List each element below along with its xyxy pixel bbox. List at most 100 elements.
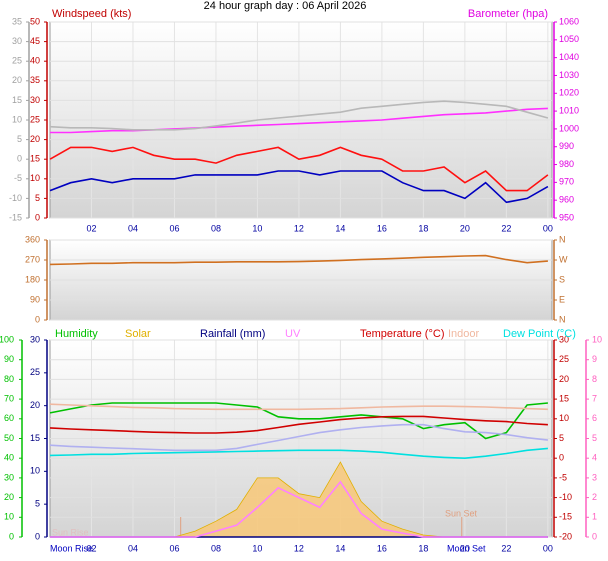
y-tick-label: 30	[30, 334, 40, 344]
y-tick-label: 25	[30, 114, 40, 124]
y-tick-label: N	[559, 234, 566, 244]
y-tick-label: 1	[592, 512, 597, 522]
y-tick-label: 70	[4, 393, 14, 403]
y-tick-label: -20	[559, 531, 572, 541]
y-tick-label: 0	[559, 453, 564, 463]
y-tick-label: 0	[17, 154, 22, 164]
y-tick-label: 180	[25, 274, 40, 284]
y-tick-label: 15	[30, 154, 40, 164]
y-tick-label: -10	[9, 193, 22, 203]
x-tick-label: 04	[128, 223, 138, 233]
y-tick-label: 60	[4, 413, 14, 423]
y-tick-label: 90	[30, 294, 40, 304]
y-tick-label: 10	[30, 466, 40, 476]
y-tick-label: 20	[30, 400, 40, 410]
y-tick-label: 0	[592, 531, 597, 541]
annotation: Moon Set	[447, 543, 486, 553]
x-tick-label: 02	[86, 223, 96, 233]
annotation: Sun Set	[445, 508, 478, 518]
legend-entry: UV	[285, 328, 301, 340]
y-tick-label: -5	[14, 173, 22, 183]
line	[50, 107, 548, 134]
y-tick-label: 45	[30, 36, 40, 46]
y-tick-label: N	[559, 314, 566, 324]
x-tick-label: 14	[335, 543, 345, 553]
line	[49, 423, 548, 452]
y-tick-label: 1010	[559, 105, 579, 115]
y-tick-label: 30	[4, 472, 14, 482]
y-tick-label: 2	[592, 492, 597, 502]
line	[49, 402, 548, 440]
y-tick-label: 1060	[559, 16, 579, 26]
y-tick-label: E	[559, 294, 565, 304]
x-tick-label: 14	[335, 223, 345, 233]
y-tick-label: 25	[559, 354, 569, 364]
x-tick-label: 10	[252, 223, 262, 233]
y-tick-label: 30	[12, 36, 22, 46]
x-tick-label: 00	[543, 223, 553, 233]
y-tick-label: 10	[4, 512, 14, 522]
y-tick-label: 15	[559, 393, 569, 403]
y-tick-label: 30	[559, 334, 569, 344]
y-axis-label: Windspeed (kts)	[52, 8, 131, 20]
y-tick-label: 0	[35, 531, 40, 541]
line	[50, 480, 548, 538]
y-tick-label: 25	[12, 56, 22, 66]
y-tick-label: 0	[35, 212, 40, 222]
y-tick-label: 20	[4, 492, 14, 502]
y-tick-label: 100	[0, 334, 14, 344]
y-tick-label: -15	[9, 212, 22, 222]
y-tick-label: 1040	[559, 52, 579, 62]
y-tick-label: 5	[35, 499, 40, 509]
legend-entry: Solar	[125, 328, 151, 340]
y-tick-label: 5	[559, 433, 564, 443]
x-tick-label: 22	[501, 543, 511, 553]
y-tick-label: 50	[30, 16, 40, 26]
y-tick-label: 30	[30, 95, 40, 105]
y-tick-label: 950	[559, 212, 574, 222]
y-tick-label: 40	[4, 453, 14, 463]
x-tick-label: 08	[211, 223, 221, 233]
y-tick-label: 960	[559, 195, 574, 205]
line	[49, 415, 548, 434]
y-tick-label: W	[559, 254, 568, 264]
x-tick-label: 10	[252, 543, 262, 553]
y-tick-label: 0	[9, 531, 14, 541]
x-tick-label: 04	[128, 543, 138, 553]
y-tick-label: 10	[30, 173, 40, 183]
y-tick-label: 20	[559, 374, 569, 384]
line	[49, 403, 548, 411]
legend-entry: Humidity	[55, 328, 98, 340]
legend-entry: Dew Point (°C)	[503, 328, 576, 340]
y-tick-label: 7	[592, 393, 597, 403]
x-tick-label: 16	[377, 543, 387, 553]
y-tick-label: 10	[12, 114, 22, 124]
x-tick-label: 20	[460, 543, 470, 553]
y-tick-label: S	[559, 274, 565, 284]
x-tick-label: 16	[377, 223, 387, 233]
y-tick-label: 1050	[559, 34, 579, 44]
y-tick-label: 1000	[559, 123, 579, 133]
y-tick-label: 980	[559, 159, 574, 169]
chart-title: 24 hour graph day : 06 April 2026	[204, 0, 367, 12]
y-tick-label: 25	[30, 367, 40, 377]
y-tick-label: 35	[12, 16, 22, 26]
y-tick-label: 35	[30, 75, 40, 85]
line	[49, 254, 548, 266]
x-tick-label: 02	[86, 543, 96, 553]
legend-entry: Indoor	[448, 328, 480, 340]
y-tick-label: 1020	[559, 88, 579, 98]
y-tick-label: 9	[592, 354, 597, 364]
legend-entry: Rainfall (mm)	[200, 328, 265, 340]
y-tick-label: 8	[592, 374, 597, 384]
x-tick-label: 00	[543, 543, 553, 553]
y-tick-label: 15	[30, 433, 40, 443]
line	[49, 447, 548, 460]
y-tick-label: 40	[30, 56, 40, 66]
y-tick-label: 4	[592, 453, 597, 463]
x-tick-label: 06	[169, 543, 179, 553]
y-tick-label: 970	[559, 177, 574, 187]
x-tick-label: 06	[169, 223, 179, 233]
line	[49, 100, 549, 131]
